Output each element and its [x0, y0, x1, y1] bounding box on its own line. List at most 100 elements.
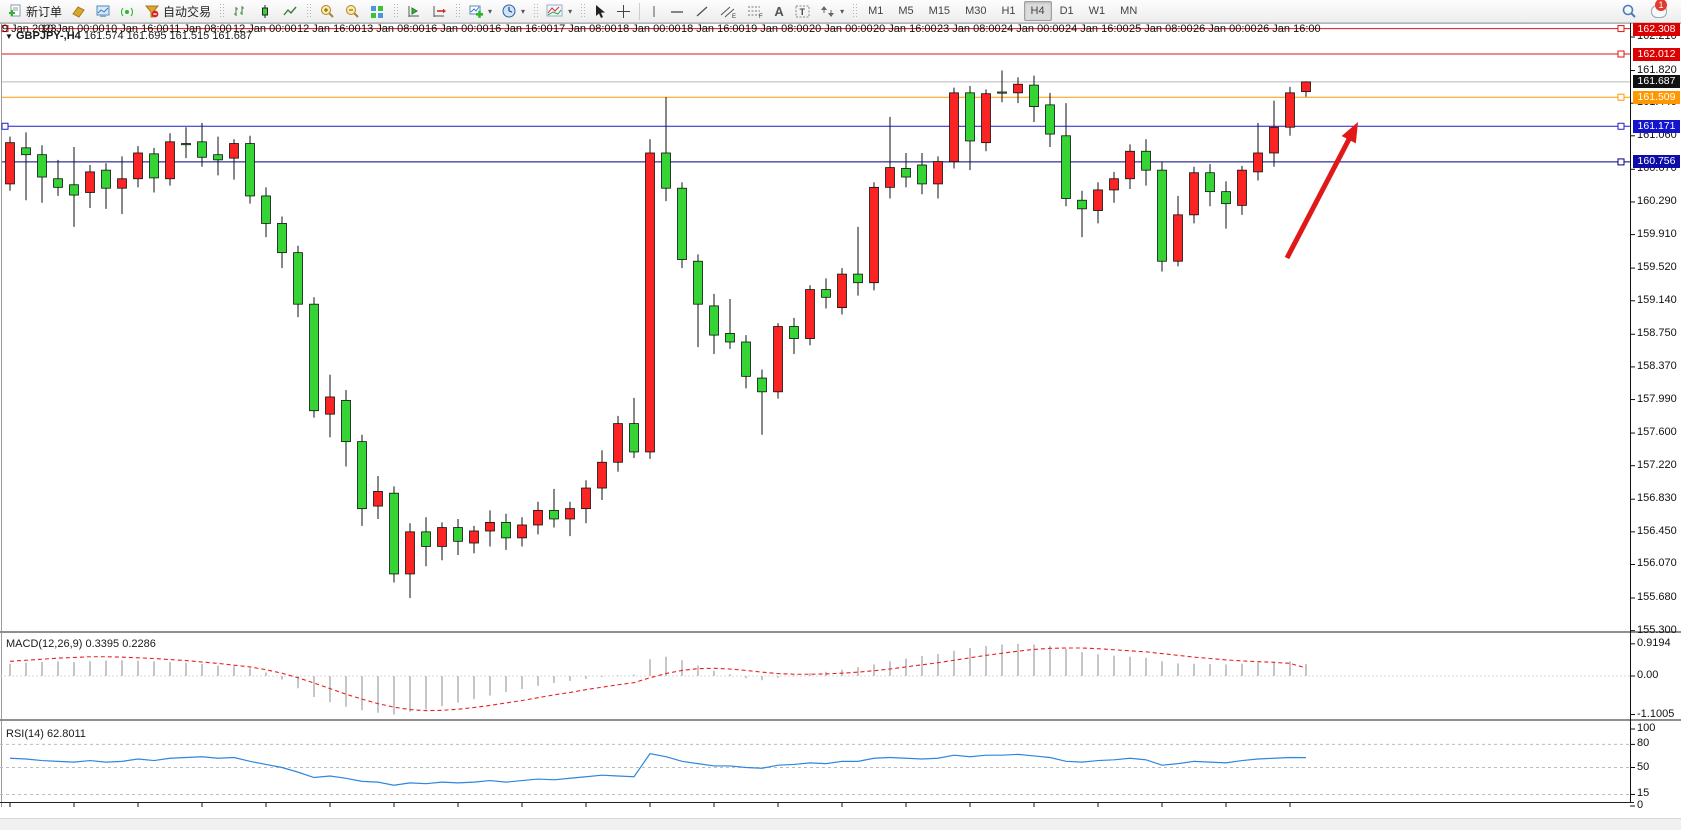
- candle-down: [1077, 199, 1087, 210]
- time-axis-label: 12 Jan 00:00: [233, 23, 297, 35]
- support-line-160756-handle[interactable]: [1617, 158, 1625, 166]
- trendline-button[interactable]: [690, 1, 714, 21]
- timeframe-m15-button[interactable]: M15: [928, 5, 951, 17]
- timeframe-h1-button[interactable]: H1: [1001, 5, 1016, 17]
- time-axis-label: 16 Jan 00:00: [425, 23, 489, 35]
- tile-windows-button[interactable]: [365, 1, 389, 21]
- buy-signal-arrow[interactable]: [1284, 131, 1355, 260]
- rsi-axis-label: 50: [1637, 760, 1650, 773]
- candle-down: [1061, 135, 1071, 199]
- toolbar-grip: [393, 3, 399, 19]
- line-chart-type-button[interactable]: [278, 1, 302, 21]
- buy-signal-arrow-head[interactable]: [1341, 122, 1358, 144]
- toolbar-grip: [580, 3, 586, 19]
- chart-shift-button[interactable]: [402, 1, 426, 21]
- search-button[interactable]: [1617, 1, 1641, 21]
- candle-down: [197, 141, 207, 158]
- zoom-out-button[interactable]: [340, 1, 364, 21]
- crosshair-button[interactable]: [612, 1, 635, 21]
- candle-down: [245, 143, 255, 197]
- auto-trading-icon: [144, 5, 160, 17]
- timeframe-d1-button[interactable]: D1: [1059, 5, 1074, 17]
- candle-up: [405, 531, 415, 575]
- macd-signal-value: 0.2286: [122, 638, 156, 650]
- toolbar-grip: [533, 3, 539, 19]
- time-axis-label: 17 Jan 08:00: [553, 23, 617, 35]
- price-tick-label: 158.370: [1637, 359, 1677, 372]
- zoom-in-button[interactable]: [315, 1, 339, 21]
- timeframe-m30-button[interactable]: M30: [965, 5, 987, 17]
- price-tick-label: 158.750: [1637, 327, 1677, 340]
- time-axis-label: 16 Jan 16:00: [489, 23, 553, 35]
- candle-up: [485, 521, 495, 532]
- macd-axis-label: -1.1005: [1637, 707, 1675, 720]
- candlestick-chart-icon: [262, 4, 269, 18]
- candle-up: [437, 527, 447, 547]
- resistance-line-162308-handle[interactable]: [1617, 25, 1625, 33]
- ohlc-dropdown-icon[interactable]: ▼: [5, 32, 13, 41]
- rsi-name: RSI(14): [6, 728, 44, 740]
- candle-up: [85, 171, 95, 193]
- auto-trading-button[interactable]: 自动交易: [140, 1, 215, 21]
- toolbar-grip: [852, 3, 858, 19]
- line-chart-icon: [283, 6, 297, 15]
- bar-chart-type-button[interactable]: [228, 1, 252, 21]
- candle-down: [1205, 172, 1215, 193]
- profiles-button[interactable]: ▾: [497, 1, 529, 21]
- signals-button[interactable]: [116, 1, 139, 21]
- fibonacci-button[interactable]: F: [742, 1, 768, 21]
- text-label-button[interactable]: T: [790, 1, 815, 21]
- text-button[interactable]: A: [774, 3, 784, 19]
- fibonacci-icon: F: [748, 6, 763, 19]
- pivot-line-161509-handle[interactable]: [1617, 93, 1625, 101]
- timeframe-mn-button[interactable]: MN: [1120, 5, 1138, 17]
- macd-axis-label: 0.9194: [1637, 636, 1671, 649]
- timeframe-h4-button[interactable]: H4: [1023, 1, 1052, 21]
- candle-down: [917, 164, 927, 185]
- support-line-161171-handle[interactable]: [1617, 122, 1625, 130]
- resistance-line-162012-handle[interactable]: [1617, 50, 1625, 58]
- price-tick-label: 156.070: [1637, 557, 1677, 570]
- macd-name: MACD(12,26,9): [6, 638, 83, 650]
- candle-down: [789, 326, 799, 339]
- timeframe-w1-button[interactable]: W1: [1088, 5, 1106, 17]
- auto-scroll-button[interactable]: [427, 1, 451, 21]
- history-center-button[interactable]: [67, 1, 90, 21]
- new-order-button[interactable]: 新订单: [4, 1, 66, 21]
- candle-down: [357, 441, 367, 510]
- vertical-line-button[interactable]: [644, 1, 664, 21]
- price-tick-label: 157.600: [1637, 426, 1677, 439]
- time-axis-label: 18 Jan 16:00: [681, 23, 745, 35]
- chart-canvas[interactable]: [0, 23, 1681, 830]
- rsi-axis-label: 0: [1637, 799, 1644, 811]
- time-axis-label: 24 Jan 16:00: [1065, 23, 1129, 35]
- candle-up: [117, 178, 127, 189]
- candle-up: [565, 508, 575, 520]
- price-tick-label: 159.140: [1637, 293, 1677, 306]
- resistance-line-162308-handle[interactable]: [1, 25, 9, 33]
- horizontal-line-button[interactable]: [665, 1, 689, 21]
- candlestick-type-button[interactable]: [253, 1, 277, 21]
- text-label-icon: T: [795, 5, 810, 17]
- price-badge: 161.171: [1633, 119, 1680, 133]
- rsi-value: 62.8011: [46, 728, 86, 740]
- candle-up: [1173, 214, 1183, 262]
- arrow-objects-button[interactable]: ▾: [816, 1, 848, 21]
- candle-down: [389, 492, 399, 575]
- notification-badge: 1: [1655, 0, 1667, 11]
- support-line-161171-handle[interactable]: [1, 122, 9, 130]
- arrow-objects-icon: [821, 5, 835, 17]
- toolbar-separator: [639, 2, 641, 20]
- timeframe-m5-button[interactable]: M5: [898, 5, 914, 17]
- candle-down: [757, 377, 767, 393]
- notifications-button[interactable]: 1: [1647, 0, 1671, 21]
- equidistant-channel-button[interactable]: E: [715, 1, 741, 21]
- new-chart-button[interactable]: ▾: [464, 1, 496, 21]
- market-watch-button[interactable]: [91, 1, 115, 21]
- candle-up: [1253, 152, 1263, 173]
- indicators-button[interactable]: ▾: [542, 1, 576, 21]
- timeframe-m1-button[interactable]: M1: [868, 5, 884, 17]
- cursor-button[interactable]: [589, 1, 611, 21]
- auto-scroll-icon: [433, 5, 447, 17]
